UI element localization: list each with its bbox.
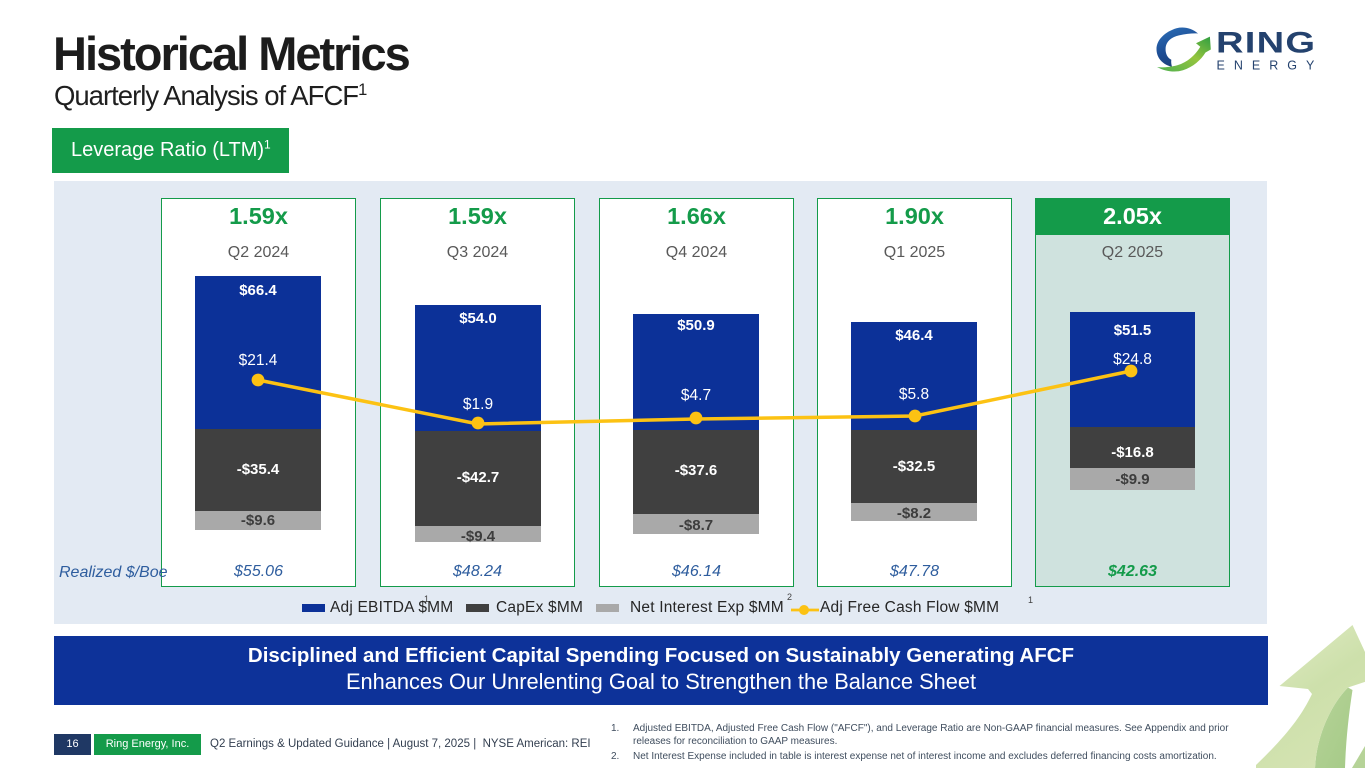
- svg-text:RING: RING: [1216, 26, 1316, 59]
- svg-text:ENERGY: ENERGY: [1217, 59, 1324, 73]
